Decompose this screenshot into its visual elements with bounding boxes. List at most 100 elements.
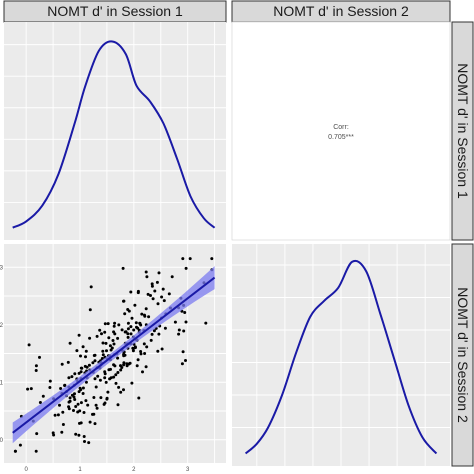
scatter-point — [183, 311, 187, 314]
scatter-point — [84, 399, 88, 403]
scatter-point — [156, 349, 160, 353]
scatter-point — [131, 346, 135, 350]
scatter-point — [103, 330, 107, 334]
scatter-point — [34, 369, 38, 372]
scatter-point — [139, 323, 143, 327]
scatter-point — [13, 449, 17, 453]
scatter-point — [73, 398, 77, 401]
strip-col2-label: NOMT d' in Session 2 — [273, 3, 409, 19]
scatter-point — [119, 390, 123, 394]
fit-line — [12, 276, 216, 434]
scatter-point — [67, 376, 71, 380]
scatter-point — [145, 275, 149, 279]
scatter-point — [78, 386, 82, 390]
scatter-point — [88, 420, 92, 424]
scatter-point — [136, 289, 140, 293]
scatter-point — [135, 364, 139, 368]
scatter-point — [76, 410, 80, 414]
scatter-point — [112, 375, 116, 379]
scatter-point — [88, 336, 92, 340]
scatter-point — [84, 355, 87, 359]
scatter-point — [98, 378, 102, 382]
x-tick-label: 1 — [78, 467, 82, 473]
scatter-point — [125, 364, 129, 368]
scatter-point — [182, 329, 186, 333]
scatter-point — [129, 332, 133, 336]
scatter-point — [210, 257, 214, 261]
scatter-point — [184, 320, 188, 324]
scatter-point — [109, 348, 113, 352]
scatter-point — [77, 390, 81, 394]
scatter-point — [108, 344, 112, 348]
scatter-point — [70, 375, 74, 379]
scatter-point — [84, 380, 88, 384]
scatter-point — [133, 303, 137, 307]
scatter-point — [160, 295, 164, 299]
scatter-point — [81, 386, 85, 390]
scatter-point — [112, 330, 116, 334]
scatter-point — [68, 396, 72, 400]
scatter-point — [133, 345, 137, 349]
scatter-point — [95, 406, 99, 410]
correlation-background — [231, 21, 451, 241]
scatter-point — [140, 312, 144, 316]
scatter-point — [170, 275, 174, 279]
strip-row1: NOMT d' in Session 1 — [451, 21, 474, 241]
panel-correlation: Corr: 0.705*** — [231, 21, 451, 241]
strip-col1-label: NOMT d' in Session 1 — [47, 3, 183, 19]
scatter-point — [122, 363, 126, 367]
scatter-point — [144, 365, 148, 369]
scatter-point — [98, 328, 102, 332]
scatter-point — [73, 372, 77, 376]
scatter-point — [162, 299, 166, 303]
scatter-point — [79, 370, 83, 374]
y-tick-label: 0 — [0, 438, 4, 444]
scatter-point — [184, 359, 187, 362]
scatter-point — [68, 399, 72, 403]
scatter-point — [106, 322, 110, 326]
scatter-point — [66, 360, 70, 364]
scatter-point — [122, 352, 126, 356]
scatter-point — [86, 403, 90, 407]
scatter-point — [141, 370, 144, 374]
scatter-point — [151, 297, 155, 301]
scatter-point — [180, 362, 184, 366]
panel-scatter: 0 1 2 3 0 1 2 3 — [0, 244, 226, 473]
scatter-point — [188, 257, 192, 261]
scatter-point — [126, 332, 130, 336]
scatter-point — [82, 435, 86, 438]
scatter-point — [92, 396, 96, 399]
scatter-point — [91, 412, 94, 416]
strip-row1-bg — [451, 21, 474, 241]
scatter-point — [92, 354, 96, 357]
scatter-point — [89, 285, 93, 289]
scatter-point — [88, 308, 92, 312]
scatter-point — [94, 403, 98, 407]
scatter-point — [63, 384, 67, 387]
strip-row2-label: NOMT d' in Session 2 — [455, 287, 471, 423]
scatter-point — [72, 409, 75, 412]
scatter-point — [60, 430, 64, 434]
scatter-point — [106, 390, 110, 394]
scatter-point — [116, 371, 120, 374]
scatter-point — [157, 332, 161, 336]
scatter-point — [105, 397, 109, 401]
scatter-point — [75, 349, 79, 353]
scatter-point — [177, 328, 181, 332]
scatter-point — [131, 349, 135, 353]
scatter-point — [67, 405, 71, 409]
scatter-point — [104, 380, 108, 384]
scatter-point — [155, 280, 159, 284]
scatter-point — [100, 357, 104, 360]
scatter-point — [137, 396, 141, 400]
scatter-point — [101, 353, 105, 357]
scatter-point — [96, 374, 100, 378]
scatter-point — [56, 413, 60, 417]
scatter-point — [100, 332, 103, 336]
scatter-point — [77, 433, 81, 437]
scatter-point — [157, 271, 161, 275]
scatter-point — [134, 321, 138, 325]
scatter-point — [181, 350, 185, 354]
scatter-point — [70, 393, 74, 397]
scatter-point — [27, 343, 31, 347]
